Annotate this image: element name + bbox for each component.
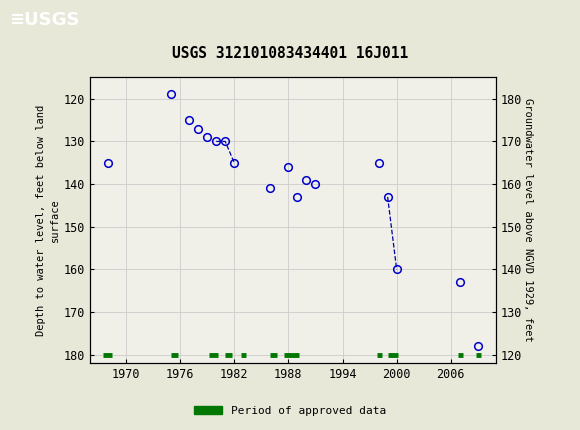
Y-axis label: Depth to water level, feet below land
surface: Depth to water level, feet below land su…: [37, 105, 60, 336]
Text: USGS 312101083434401 16J011: USGS 312101083434401 16J011: [172, 46, 408, 61]
Y-axis label: Groundwater level above NGVD 1929, feet: Groundwater level above NGVD 1929, feet: [523, 98, 533, 342]
Legend: Period of approved data: Period of approved data: [190, 401, 390, 420]
Text: ≡USGS: ≡USGS: [9, 12, 79, 29]
